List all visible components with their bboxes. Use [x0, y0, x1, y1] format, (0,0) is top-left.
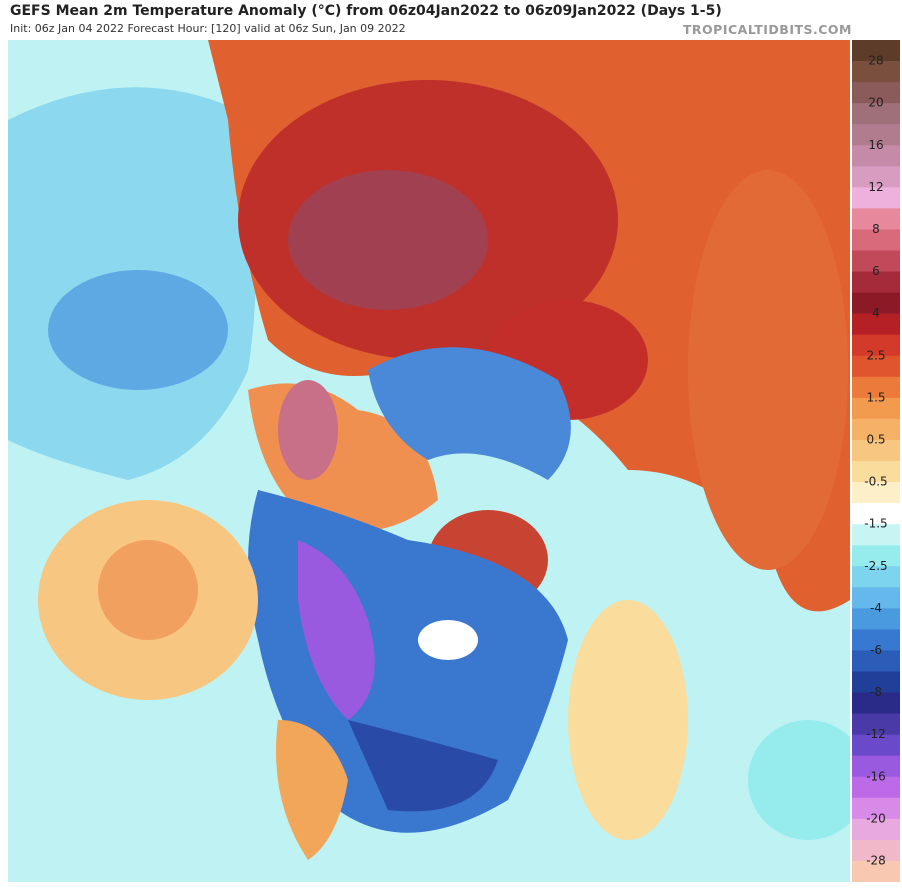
colorbar-swatch [852, 776, 900, 799]
colorbar-swatch [852, 187, 900, 209]
colorbar-swatch [852, 418, 900, 441]
colorbar-swatch [852, 103, 900, 125]
colorbar-label: 28 [868, 54, 883, 68]
colorbar-swatch [852, 397, 900, 420]
colorbar-swatch [852, 439, 900, 462]
colorbar-swatch [852, 566, 900, 588]
colorbar-label: -20 [866, 811, 886, 825]
colorbar-label: 8 [872, 222, 880, 236]
subtitle: Init: 06z Jan 04 2022 Forecast Hour: [12… [10, 22, 406, 35]
colorbar: 28 20 16 12 8 6 4 2.5 1.5 0.5 -0.5 -1.5 -2.5 -4 -6 -8 -1… [852, 40, 900, 882]
colorbar-label: -8 [870, 685, 882, 699]
colorbar-swatch [852, 313, 900, 336]
map [8, 40, 850, 882]
colorbar-swatch [852, 40, 900, 62]
colorbar-swatch [852, 797, 900, 820]
colorbar-swatch [852, 82, 900, 104]
colorbar-swatch [852, 692, 900, 715]
colorbar-swatch [852, 671, 900, 694]
colorbar-swatch [852, 229, 900, 251]
colorbar-swatch [852, 734, 900, 757]
colorbar-label: -28 [866, 853, 886, 867]
colorbar-swatch [852, 334, 900, 357]
colorbar-swatch [852, 545, 900, 567]
credit: TROPICALTIDBITS.COM [682, 22, 852, 37]
colorbar-label: -6 [870, 643, 882, 657]
colorbar-swatch [852, 124, 900, 146]
colorbar-swatch [852, 250, 900, 273]
colorbar-swatch [852, 461, 900, 483]
colorbar-label: 1.5 [866, 390, 885, 404]
colorbar-label: -4 [870, 601, 882, 615]
colorbar-swatch [852, 818, 900, 841]
title: GEFS Mean 2m Temperature Anomaly (°C) fr… [10, 3, 722, 19]
colorbar-label: 6 [872, 264, 880, 278]
colorbar-swatch [852, 376, 900, 399]
colorbar-label: -1.5 [864, 517, 887, 531]
colorbar-swatch [852, 713, 900, 736]
colorbar-swatch [852, 524, 900, 546]
colorbar-swatch [852, 587, 900, 609]
colorbar-label: -0.5 [864, 475, 887, 489]
colorbar-label: -2.5 [864, 559, 887, 573]
colorbar-label: 20 [868, 96, 883, 110]
colorbar-swatch [852, 860, 900, 882]
colorbar-swatch [852, 608, 900, 630]
colorbar-label: 16 [868, 138, 883, 152]
colorbar-swatch [852, 292, 900, 315]
colorbar-label: 2.5 [866, 348, 885, 362]
colorbar-swatch [852, 355, 900, 378]
colorbar-swatch [852, 208, 900, 230]
colorbar-swatch [852, 145, 900, 167]
colorbar-swatch [852, 482, 900, 504]
colorbar-swatch [852, 61, 900, 83]
colorbar-swatch [852, 755, 900, 778]
colorbar-label: 4 [872, 306, 880, 320]
colorbar-swatch [852, 650, 900, 672]
colorbar-swatch [852, 503, 900, 525]
colorbar-swatch [852, 839, 900, 862]
colorbar-label: 0.5 [866, 432, 885, 446]
colorbar-label: -12 [866, 727, 886, 741]
colorbar-label: -16 [866, 769, 886, 783]
colorbar-swatch [852, 629, 900, 651]
colorbar-label: 12 [868, 180, 883, 194]
colorbar-swatch [852, 271, 900, 294]
colorbar-swatch [852, 166, 900, 188]
